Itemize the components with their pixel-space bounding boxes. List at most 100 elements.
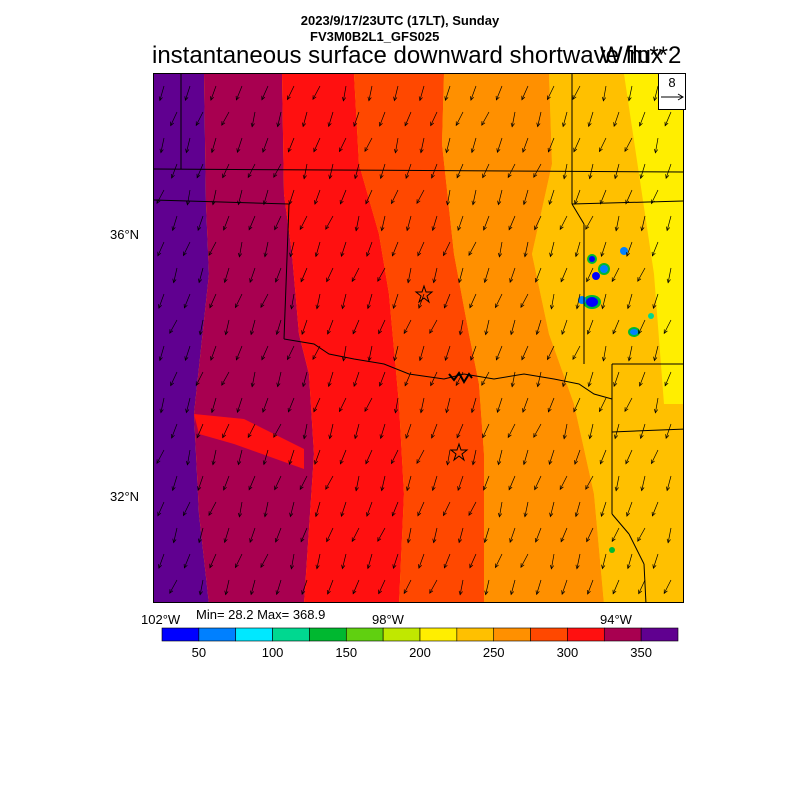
wind-vector bbox=[496, 137, 503, 154]
wind-vector bbox=[380, 215, 386, 232]
wind-vector bbox=[274, 527, 282, 543]
wind-vector bbox=[249, 527, 256, 543]
wind-vector bbox=[313, 137, 321, 153]
wind-vector bbox=[522, 397, 529, 413]
wind-vector bbox=[184, 345, 191, 362]
wind-vector bbox=[455, 371, 464, 387]
wind-vector bbox=[601, 293, 607, 310]
wind-vector bbox=[572, 85, 581, 100]
wind-vector bbox=[393, 85, 399, 102]
wind-vector bbox=[470, 345, 477, 361]
wind-vector bbox=[587, 111, 594, 128]
wind-vector bbox=[222, 215, 230, 231]
wind-vector bbox=[392, 553, 399, 570]
wind-vector bbox=[560, 267, 568, 283]
wind-vector bbox=[562, 371, 568, 388]
wind-vector bbox=[640, 215, 646, 232]
wind-vector bbox=[510, 111, 516, 128]
wind-vector bbox=[352, 579, 360, 595]
wind-vector bbox=[210, 345, 217, 361]
wind-vector bbox=[158, 553, 165, 569]
wind-vector bbox=[651, 189, 659, 205]
wind-vector bbox=[535, 319, 542, 336]
wind-vector bbox=[406, 475, 412, 492]
wind-vector bbox=[260, 553, 269, 568]
wind-vector bbox=[262, 189, 269, 206]
wind-vector bbox=[326, 319, 334, 335]
wind-vector bbox=[663, 319, 672, 335]
lat-label-32: 32°N bbox=[110, 489, 140, 504]
wind-vector bbox=[196, 163, 204, 179]
wind-vector bbox=[354, 163, 360, 180]
wind-vector bbox=[507, 423, 516, 439]
wind-vector bbox=[484, 579, 490, 596]
band-225-250 bbox=[532, 74, 683, 602]
wind-vector bbox=[585, 215, 594, 230]
flux-bands bbox=[154, 74, 683, 602]
wind-vector bbox=[197, 475, 204, 491]
wind-vector bbox=[365, 449, 373, 465]
field-title: instantaneous surface downward shortwave… bbox=[152, 42, 663, 69]
colorbar-swatch bbox=[345, 627, 384, 642]
wind-vector bbox=[548, 189, 555, 206]
wind-vector bbox=[274, 267, 282, 283]
wind-vector bbox=[495, 293, 503, 309]
wind-vector bbox=[419, 137, 425, 154]
band-275-300 bbox=[354, 74, 484, 602]
wind-vector bbox=[339, 397, 347, 413]
wind-vector bbox=[159, 397, 165, 414]
wind-vector bbox=[315, 293, 321, 310]
wind-vector bbox=[418, 293, 425, 309]
wind-vector bbox=[613, 111, 620, 127]
wind-vector bbox=[156, 449, 165, 464]
wind-vector bbox=[611, 527, 620, 543]
wind-vector bbox=[508, 475, 516, 491]
colorbar-label: 350 bbox=[630, 645, 652, 660]
wind-vector bbox=[665, 163, 672, 179]
colorbar-label: 250 bbox=[482, 645, 505, 660]
wind-vector bbox=[533, 423, 542, 438]
wind-vector bbox=[312, 85, 321, 100]
band-300-325 bbox=[282, 74, 404, 602]
wind-vector bbox=[627, 85, 633, 102]
wind-vector bbox=[378, 319, 386, 335]
wind-vector bbox=[509, 527, 516, 543]
wind-vector bbox=[572, 345, 581, 360]
wind-vector bbox=[339, 137, 347, 153]
wind-vector bbox=[403, 579, 412, 595]
wind-vector bbox=[510, 371, 516, 388]
low-flux-cells bbox=[578, 247, 654, 553]
wind-vector bbox=[353, 371, 360, 387]
wind-vector bbox=[651, 449, 659, 465]
wind-vector bbox=[197, 215, 204, 231]
wind-vector bbox=[497, 189, 503, 206]
wind-vector bbox=[588, 163, 594, 180]
wind-vector bbox=[351, 267, 360, 283]
wind-vector bbox=[469, 293, 477, 309]
wind-vector bbox=[260, 293, 269, 308]
wind-vector bbox=[510, 579, 516, 596]
wind-vector bbox=[276, 371, 282, 388]
wind-vector bbox=[262, 137, 269, 153]
wind-vector bbox=[328, 163, 334, 180]
wind-vector bbox=[626, 553, 633, 570]
wind-vector bbox=[416, 189, 425, 204]
wind-vector bbox=[418, 553, 425, 569]
wind-vector bbox=[314, 501, 321, 518]
wind-vector bbox=[377, 267, 386, 282]
wind-vector bbox=[625, 189, 633, 205]
wind-vector bbox=[404, 371, 412, 387]
wind-vector bbox=[482, 163, 490, 179]
wind-vector bbox=[247, 423, 256, 439]
wind-vector bbox=[210, 137, 217, 154]
wind-vector bbox=[587, 371, 594, 388]
wind-vector bbox=[185, 137, 191, 154]
colorbar-label: 150 bbox=[335, 645, 358, 660]
wind-vector bbox=[665, 423, 672, 439]
wind-vector bbox=[198, 579, 204, 596]
wind-vector bbox=[393, 137, 399, 154]
wind-vector bbox=[170, 163, 178, 179]
wind-vector bbox=[171, 215, 178, 232]
wind-vector bbox=[172, 527, 178, 544]
colorbar-swatch bbox=[603, 627, 642, 642]
